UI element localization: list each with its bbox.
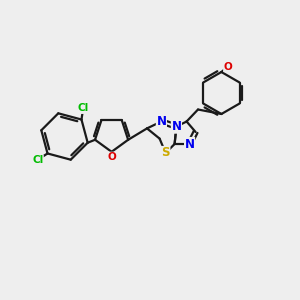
Text: N: N — [156, 115, 167, 128]
Text: Cl: Cl — [77, 103, 88, 113]
Text: S: S — [161, 146, 170, 160]
Text: Cl: Cl — [32, 155, 43, 165]
Text: N: N — [184, 137, 195, 151]
Text: N: N — [171, 120, 182, 133]
Text: O: O — [107, 152, 116, 162]
Text: O: O — [224, 61, 232, 72]
